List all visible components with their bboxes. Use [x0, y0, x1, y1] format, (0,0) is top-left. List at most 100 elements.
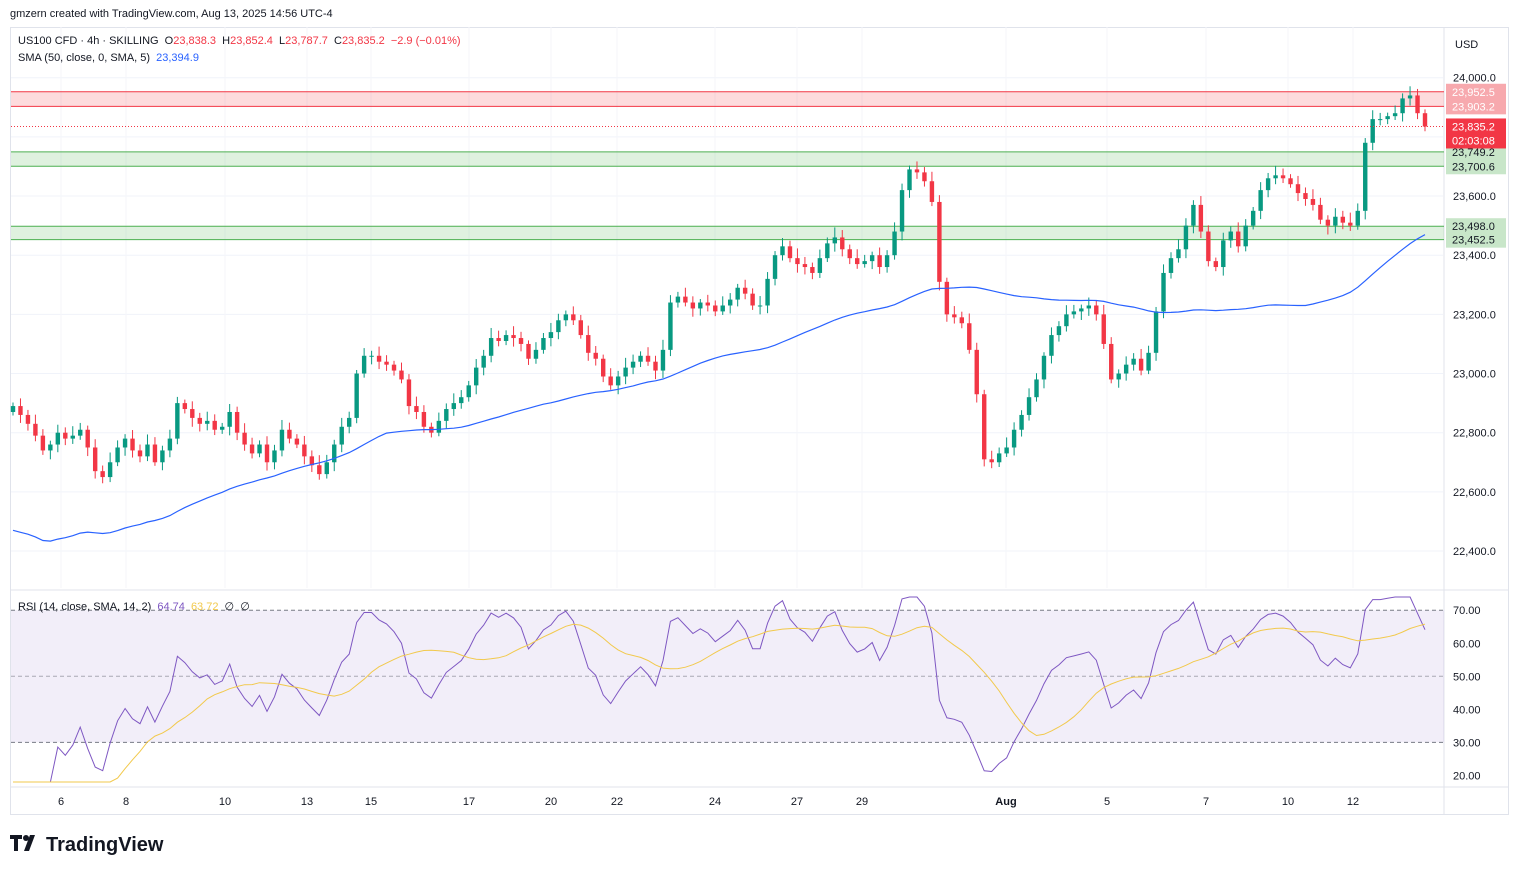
- price-tick-label: 22,400.0: [1453, 546, 1496, 558]
- candle-body: [974, 349, 979, 395]
- candle-body: [959, 317, 965, 324]
- candle-body: [376, 355, 382, 362]
- candle-body: [145, 444, 150, 457]
- candle-body: [1153, 311, 1159, 353]
- symbol-label[interactable]: US100 CFD · 4h · SKILLING: [18, 35, 159, 47]
- candle-body: [1064, 314, 1069, 327]
- rsi-tick-label: 60.00: [1453, 638, 1481, 650]
- candle-body: [234, 411, 240, 433]
- candles: [10, 86, 1428, 484]
- rsi-label[interactable]: RSI (14, close, SMA, 14, 2): [18, 601, 152, 613]
- candle-body: [892, 231, 897, 256]
- zone-price-tag: [1446, 98, 1506, 115]
- candle-body: [705, 302, 710, 306]
- candle-body: [339, 426, 344, 445]
- candle-body: [1340, 216, 1346, 223]
- candle-body: [1288, 178, 1293, 185]
- zone-band: [11, 151, 1444, 167]
- candle-body: [190, 409, 195, 418]
- candle-body: [272, 450, 277, 463]
- candle-body: [1168, 258, 1174, 273]
- rsi-tick-label: 70.00: [1453, 605, 1481, 617]
- time-tick-label: 20: [545, 796, 557, 808]
- candle-body: [750, 293, 755, 306]
- candle-body: [1146, 352, 1151, 371]
- candle-body: [713, 305, 718, 312]
- rsi-legend: RSI (14, close, SMA, 14, 2) 64.74 63.72 …: [18, 600, 253, 613]
- last-price-label: 23,835.2: [1452, 121, 1495, 133]
- sma-value: 23,394.9: [156, 52, 199, 64]
- candle-body: [1213, 261, 1219, 268]
- candle-body: [346, 417, 352, 427]
- candle-body: [1333, 216, 1338, 226]
- candle-body: [840, 237, 845, 250]
- last-price-tag: [1446, 118, 1506, 149]
- candle-body: [1310, 198, 1316, 205]
- candle-body: [869, 255, 875, 262]
- candle-body: [1004, 447, 1009, 454]
- candle-body: [1422, 113, 1428, 127]
- candle-body: [586, 335, 591, 353]
- candle-body: [152, 444, 158, 463]
- candle-body: [877, 255, 882, 268]
- time-tick-label: 17: [463, 796, 475, 808]
- rsi-value: 64.74: [157, 601, 185, 613]
- candle-body: [354, 373, 359, 418]
- rsi-tick-label: 30.00: [1453, 737, 1481, 749]
- candle-body: [115, 447, 120, 463]
- candle-body: [1250, 210, 1256, 226]
- rsi-extra-1: ∅: [224, 601, 235, 613]
- candle-body: [630, 361, 636, 368]
- price-tick-label: 23,400.0: [1453, 250, 1496, 262]
- candle-body: [608, 376, 613, 386]
- sma-legend: SMA (50, close, 0, SMA, 5) 23,394.9: [18, 52, 202, 64]
- candle-body: [832, 237, 837, 244]
- candle-body: [212, 420, 217, 430]
- rsi-line: [13, 596, 1426, 783]
- candle-body: [757, 305, 763, 307]
- price-legend: US100 CFD · 4h · SKILLING O23,838.3 H23,…: [18, 35, 464, 47]
- candle-body: [1280, 175, 1286, 179]
- candle-body: [1318, 204, 1323, 220]
- candle-body: [638, 355, 643, 362]
- candle-body: [795, 258, 800, 265]
- candle-body: [1183, 225, 1189, 250]
- candle-body: [137, 450, 143, 457]
- candle-body: [361, 355, 367, 374]
- time-tick-label: Aug: [995, 796, 1016, 808]
- time-tick-label: 12: [1347, 796, 1359, 808]
- candle-body: [548, 332, 554, 339]
- chart-frame[interactable]: [10, 27, 1509, 815]
- candle-body: [48, 444, 53, 451]
- candle-body: [1049, 335, 1054, 356]
- high-label: H: [222, 35, 231, 47]
- candle-body: [1138, 358, 1144, 371]
- candle-body: [63, 432, 68, 439]
- candle-body: [1123, 364, 1129, 374]
- zone-price-tag: [1446, 231, 1506, 248]
- candle-body: [511, 335, 516, 339]
- candle-body: [772, 255, 778, 279]
- candle-body: [219, 426, 225, 430]
- candle-body: [85, 429, 90, 448]
- candle-body: [952, 314, 957, 318]
- candle-body: [728, 299, 733, 306]
- candle-body: [391, 364, 397, 371]
- candle-body: [481, 355, 486, 368]
- candle-body: [1206, 231, 1211, 262]
- candle-body: [1019, 414, 1024, 430]
- candle-body: [55, 432, 61, 445]
- candle-body: [287, 429, 292, 439]
- candle-body: [399, 370, 404, 380]
- time-tick-label: 13: [301, 796, 313, 808]
- currency-label: USD: [1455, 39, 1478, 51]
- candle-body: [922, 172, 927, 182]
- candle-body: [810, 267, 815, 273]
- zone-price-tag: [1446, 83, 1506, 100]
- candle-body: [1303, 193, 1308, 199]
- candle-body: [488, 338, 494, 356]
- candle-body: [302, 444, 307, 457]
- zone-price-label: 23,700.6: [1452, 161, 1495, 173]
- sma-label[interactable]: SMA (50, close, 0, SMA, 5): [18, 52, 151, 64]
